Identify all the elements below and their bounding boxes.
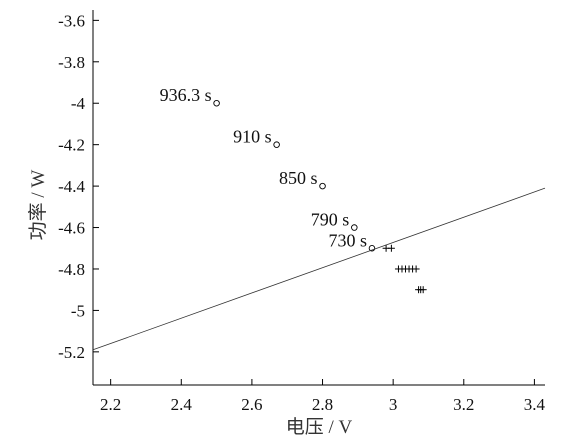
point-time-label: 730 s xyxy=(328,230,367,250)
x-axis-ticks: 2.2 2.4 2.6 2.8 3 3.2 3.4 xyxy=(100,379,546,414)
plus-point xyxy=(412,265,420,273)
circle-point xyxy=(213,99,220,107)
plus-point xyxy=(419,286,427,294)
point-time-label: 790 s xyxy=(311,210,350,230)
x-tick-label: 2.4 xyxy=(171,395,193,414)
y-tick-label: -5 xyxy=(71,301,85,320)
plus-point xyxy=(387,244,395,252)
y-tick-label: -4.4 xyxy=(58,177,85,196)
x-tick-label: 2.8 xyxy=(312,395,333,414)
point-time-label: 936.3 s xyxy=(160,85,212,105)
point-time-label: 910 s xyxy=(233,127,272,147)
fit-line xyxy=(92,187,546,351)
circle-point xyxy=(319,182,326,190)
y-tick-label: -4.6 xyxy=(58,219,85,238)
x-tick-label: 3.4 xyxy=(524,395,546,414)
y-axis-ticks: -3.6 -3.8 -4 -4.2 -4.4 -4.6 -4.8 -5 -5.2 xyxy=(58,11,99,362)
point-time-label: 850 s xyxy=(279,168,318,188)
x-tick-label: 3.2 xyxy=(453,395,474,414)
x-axis-title: 电压 / V xyxy=(286,416,353,438)
circle-point xyxy=(351,224,358,231)
y-tick-label: -3.6 xyxy=(58,11,85,30)
x-tick-label: 3 xyxy=(389,395,398,414)
y-tick-label: -3.8 xyxy=(58,53,85,72)
y-tick-label: -4.2 xyxy=(58,136,85,155)
x-tick-label: 2.2 xyxy=(100,395,121,414)
circle-point xyxy=(273,141,280,148)
x-tick-label: 2.6 xyxy=(241,395,262,414)
y-tick-label: -5.2 xyxy=(58,343,85,362)
y-axis-title: 功率 / W xyxy=(27,170,49,241)
y-tick-label: -4.8 xyxy=(58,260,85,279)
y-tick-label: -4 xyxy=(71,94,86,113)
